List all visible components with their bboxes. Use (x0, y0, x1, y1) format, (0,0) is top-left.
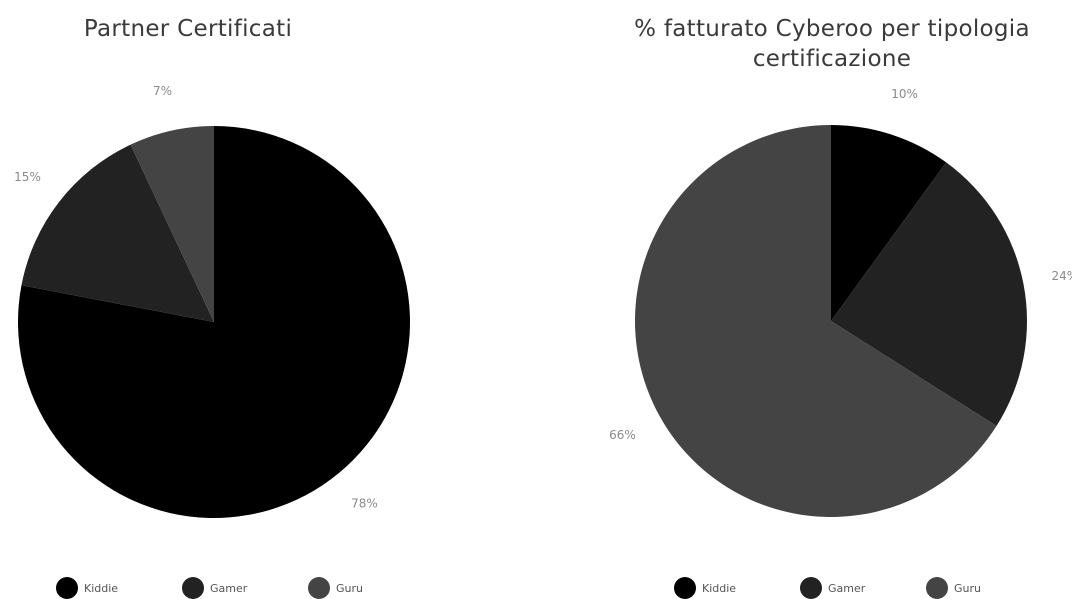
legend-item-guru[interactable]: Guru (308, 577, 434, 599)
pie-slice-gamer[interactable] (21, 144, 215, 322)
slice-label-gamer: 15% (14, 170, 41, 184)
slice-label-gamer: 24% (1051, 269, 1072, 283)
chart-title: % fatturato Cyberoo per tipologia certif… (634, 16, 1030, 72)
slice-label-guru: 66% (609, 428, 636, 442)
slice-label-kiddie: 78% (351, 496, 378, 510)
pie-chart-fatturato-cyberoo: % fatturato Cyberoo per tipologia certif… (536, 0, 1072, 599)
pie-plot-area: 78% 15% 7% (14, 84, 410, 518)
legend-swatch-gamer (800, 577, 822, 599)
legend-swatch-kiddie (674, 577, 696, 599)
pie-slice-kiddie[interactable] (17, 126, 410, 518)
legend-item-kiddie[interactable]: Kiddie (674, 577, 800, 599)
legend-swatch-kiddie (56, 577, 78, 599)
pie-slice-kiddie[interactable] (831, 125, 947, 321)
legend: Kiddie Gamer Guru (56, 577, 434, 599)
legend-label: Guru (954, 581, 981, 595)
legend-label: Gamer (210, 581, 248, 595)
legend: Kiddie Gamer Guru (674, 577, 1052, 599)
chart-title: Partner Certificati (83, 16, 293, 42)
legend-item-gamer[interactable]: Gamer (182, 577, 308, 599)
pie-plot-area: 10% 24% 66% (609, 87, 1072, 517)
pie-slice-gamer[interactable] (831, 162, 1027, 427)
legend-item-guru[interactable]: Guru (926, 577, 1052, 599)
legend-label: Guru (336, 581, 363, 595)
legend-item-gamer[interactable]: Gamer (800, 577, 926, 599)
legend-swatch-guru (926, 577, 948, 599)
legend-swatch-gamer (182, 577, 204, 599)
slice-label-guru: 7% (153, 84, 172, 98)
pie-slice-guru[interactable] (130, 126, 214, 322)
legend-swatch-guru (308, 577, 330, 599)
slice-label-kiddie: 10% (891, 87, 918, 101)
pie-chart-partner-certificati: Partner Certificati 78% 15% 7% Kiddie Game… (14, 16, 434, 599)
legend-label: Kiddie (702, 581, 737, 595)
legend-item-kiddie[interactable]: Kiddie (56, 577, 182, 599)
legend-label: Kiddie (84, 581, 119, 595)
legend-label: Gamer (828, 581, 866, 595)
pie-slice-guru[interactable] (634, 125, 997, 517)
